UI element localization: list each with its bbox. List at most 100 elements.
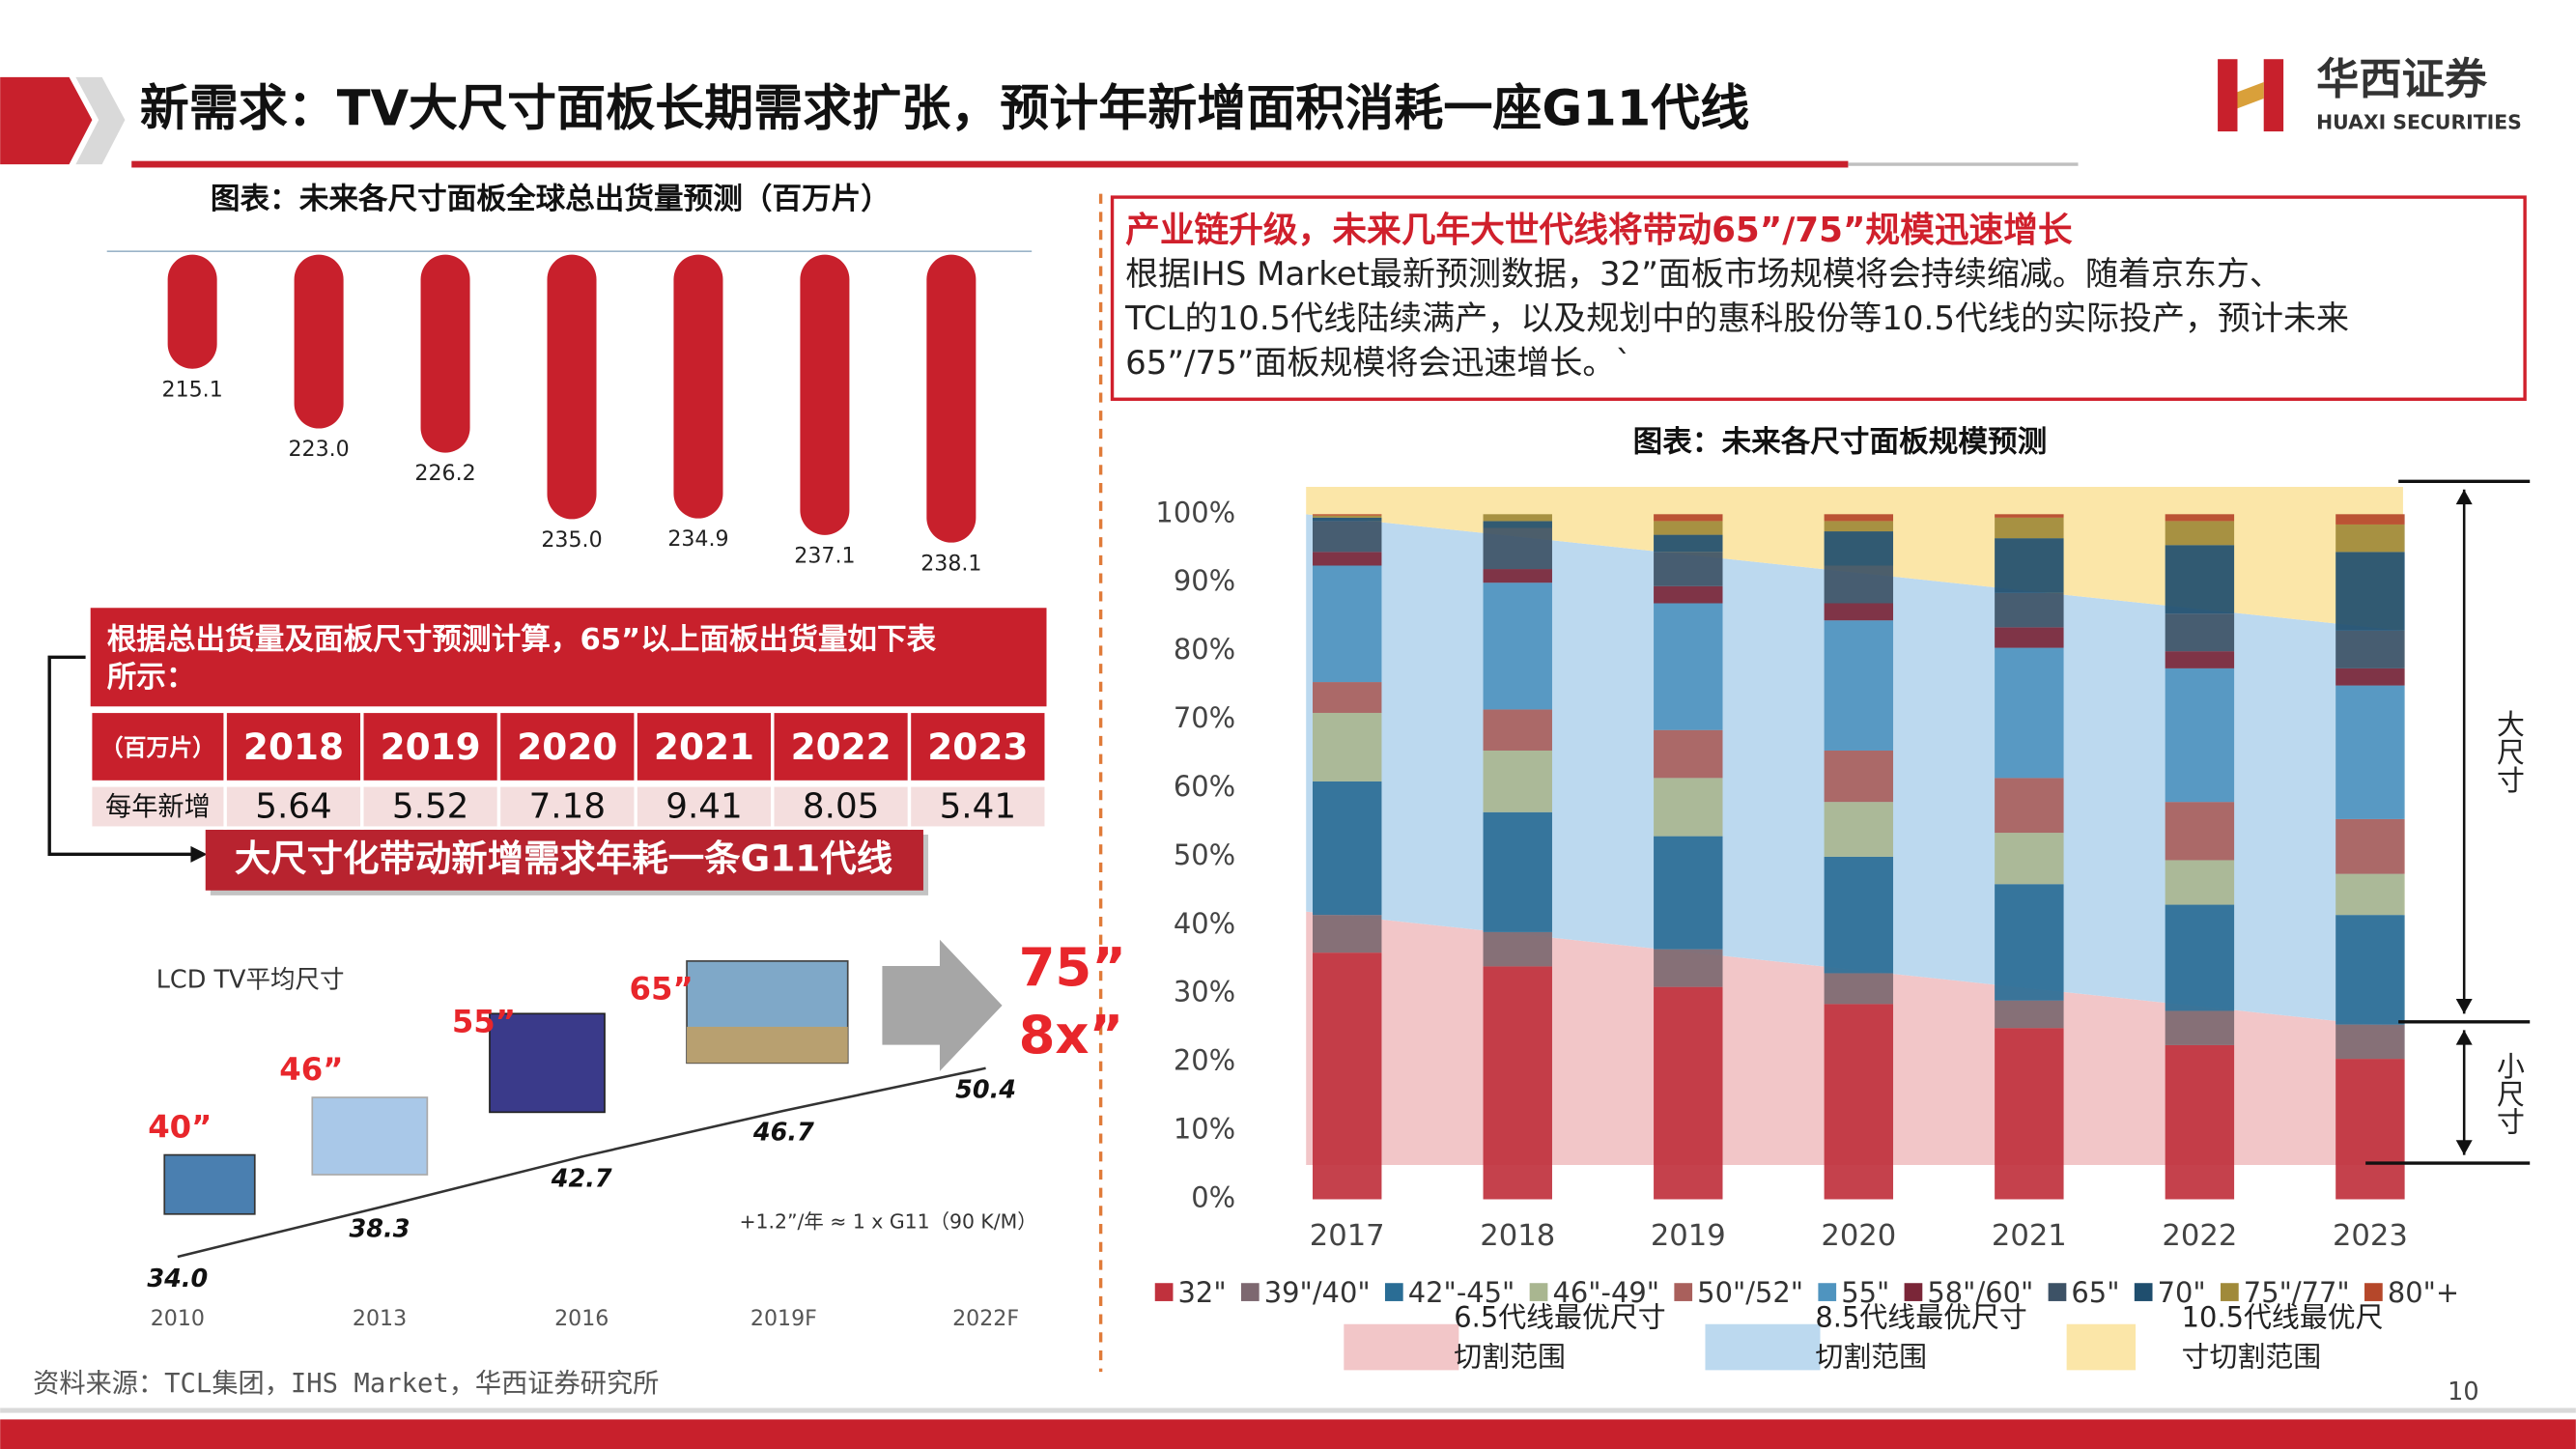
y-tick-label: 100% <box>1155 496 1235 528</box>
logo-mark <box>2263 59 2284 132</box>
table-cell <box>89 783 227 830</box>
annotation: 小尺寸 <box>2492 1051 2525 1135</box>
bar-segment <box>1995 517 2064 539</box>
legend-swatch <box>1529 1283 1548 1301</box>
bar-segment <box>1654 729 1723 779</box>
tv <box>163 1153 256 1215</box>
text-body: 65”/75”面板规模将会迅速增长。` <box>1125 344 1631 383</box>
x-tick-label: 2020 <box>1821 1219 1896 1253</box>
bar-segment <box>1995 833 2064 885</box>
logo-name: 华西证券 <box>2316 55 2488 104</box>
bar-segment <box>1824 531 1894 566</box>
table-cell-text: 9.41 <box>665 787 743 827</box>
table-cell-text: 5.64 <box>255 787 332 827</box>
bar-segment <box>1824 603 1894 621</box>
legend-label: 55" <box>1841 1276 1889 1309</box>
table-cell <box>360 783 501 830</box>
chart-title: 图表：未来各尺寸面板规模预测 <box>1633 425 2048 460</box>
bar <box>167 254 217 369</box>
data-label: 38.3 <box>350 1215 410 1244</box>
page-title: 新需求：TV大尺寸面板长期需求扩张，预计年新增面积消耗一座G11代线 <box>140 81 1750 138</box>
bar-segment <box>2165 668 2235 803</box>
table-header-cell <box>89 709 227 784</box>
legend-label: 58"/60" <box>1927 1276 2033 1309</box>
bar-segment <box>1995 627 2064 648</box>
bar-segment <box>2335 915 2405 1025</box>
bar-segment <box>2165 651 2235 668</box>
table-header: （百万片） <box>100 734 215 761</box>
table-cell <box>771 783 912 830</box>
legend-label: 32" <box>1178 1276 1227 1309</box>
table-header: 2020 <box>517 725 617 768</box>
legend-label: 80"+ <box>2388 1276 2459 1309</box>
bar-segment <box>1995 778 2064 834</box>
bar-segment <box>2335 668 2405 686</box>
table-cell-text: 5.41 <box>940 787 1016 827</box>
title-tab-shade <box>75 76 126 165</box>
title-underline <box>131 160 1849 168</box>
legend-swatch <box>1674 1283 1693 1301</box>
bar-segment <box>1313 521 1382 553</box>
bar-segment <box>1483 966 1552 1200</box>
legend-swatch <box>2066 1323 2137 1371</box>
x-tick-label: 2022F <box>952 1306 1019 1331</box>
bar-segment <box>1654 521 1723 535</box>
chart-title: 图表：未来各尺寸面板全球总出货量预测（百万片） <box>211 182 891 216</box>
x-tick-label: 2018 <box>1480 1219 1555 1253</box>
arrowhead <box>2455 999 2473 1014</box>
bar-segment <box>1483 811 1552 932</box>
data-label: 46.7 <box>752 1119 814 1148</box>
bar-segment <box>2335 685 2405 819</box>
arrow <box>882 939 1003 1071</box>
y-tick-label: 60% <box>1174 770 1235 803</box>
data-label: 215.1 <box>162 377 223 402</box>
legend-swatch <box>1154 1283 1174 1301</box>
bar-segment <box>1824 856 1894 974</box>
legend-label: 切割范围 <box>1454 1340 1566 1373</box>
x-tick-label: 2013 <box>353 1306 407 1331</box>
x-tick-label: 2017 <box>1310 1219 1385 1253</box>
bar-segment <box>1995 592 2064 628</box>
bar-segment <box>1313 712 1382 781</box>
page-number: 10 <box>2448 1378 2478 1406</box>
data-label: 223.0 <box>288 437 349 462</box>
legend-swatch <box>2364 1283 2383 1301</box>
chart-title: LCD TV平均尺寸 <box>156 965 345 994</box>
bar-segment <box>1313 565 1382 683</box>
legend-label: 70" <box>2158 1276 2206 1309</box>
bar-segment <box>1824 802 1894 857</box>
bar-segment <box>1313 952 1382 1200</box>
y-tick-label: 10% <box>1174 1113 1235 1146</box>
tv <box>311 1096 429 1176</box>
bracket <box>47 655 198 857</box>
table-header-cell <box>360 709 501 784</box>
arrowhead <box>2455 489 2473 505</box>
legend-label: 8.5代线最优尺寸 <box>1815 1301 2026 1334</box>
text-body: 根据IHS Market最新预测数据，32”面板市场规模将会持续缩减。随着京东方… <box>1125 255 2282 294</box>
data-label: 226.2 <box>414 461 475 486</box>
legend-swatch <box>1240 1283 1260 1301</box>
bar-segment <box>1313 781 1382 916</box>
bar-segment <box>2335 524 2405 553</box>
table-header-cell <box>496 709 637 784</box>
bar <box>420 254 470 453</box>
y-tick-label: 80% <box>1174 633 1235 666</box>
tv-size: 46” <box>279 1051 343 1088</box>
legend-label: 75"/77" <box>2244 1276 2350 1309</box>
table-header: 2018 <box>243 725 344 768</box>
logo-name-en: HUAXI SECURITIES <box>2316 111 2522 134</box>
legend-label: 42"-45" <box>1408 1276 1515 1309</box>
bar-segment <box>1654 552 1723 586</box>
bar-segment <box>2165 1044 2235 1200</box>
bar-segment <box>1995 1000 2064 1029</box>
x-tick-label: 2019F <box>750 1306 817 1331</box>
legend-swatch <box>1705 1323 1821 1371</box>
annotation: 大尺寸 <box>2492 710 2525 794</box>
legend-label: 10.5代线最优尺 <box>2182 1301 2384 1334</box>
bar-segment <box>1824 1004 1894 1200</box>
bar-segment <box>2165 860 2235 905</box>
bar-segment <box>1995 514 2064 518</box>
table-header: 2023 <box>927 725 1028 768</box>
legend-label: 46"-49" <box>1552 1276 1659 1309</box>
